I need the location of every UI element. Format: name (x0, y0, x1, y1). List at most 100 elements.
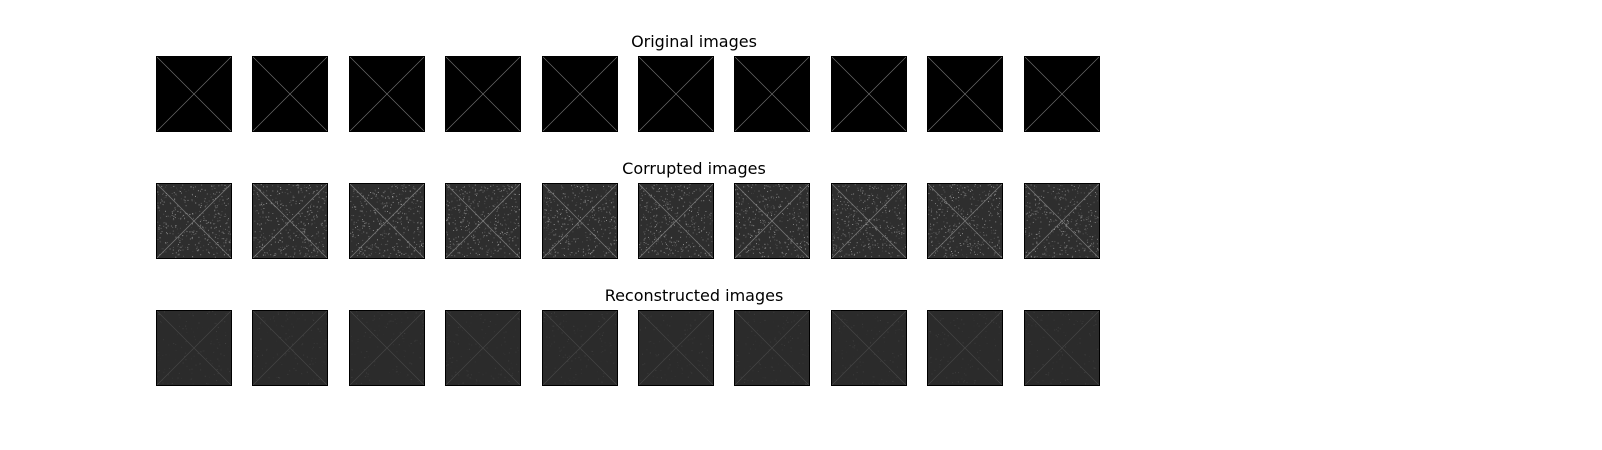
noise-pixel (260, 216, 262, 218)
noise-pixel (456, 334, 458, 336)
noise-pixel (843, 185, 845, 187)
noise-pixel (378, 325, 380, 327)
noise-pixel (678, 188, 680, 190)
noise-pixel (969, 208, 971, 210)
noise-pixel (373, 318, 375, 320)
noise-pixel (467, 370, 469, 372)
noise-pixel (359, 201, 361, 203)
noise-pixel (755, 184, 757, 186)
noise-pixel (204, 206, 206, 208)
noise-pixel (893, 192, 895, 194)
noise-pixel (869, 185, 871, 187)
noise-pixel (361, 318, 363, 319)
noise-pixel (447, 187, 449, 189)
noise-pixel (958, 208, 960, 210)
noise-pixel (976, 226, 978, 228)
noise-pixel (938, 208, 940, 210)
noise-pixel (964, 187, 966, 189)
noise-pixel (976, 224, 978, 226)
noise-pixel (667, 202, 669, 204)
noise-pixel (832, 240, 834, 241)
noise-pixel (753, 225, 755, 227)
noise-pixel (414, 256, 416, 258)
noise-pixel (161, 231, 163, 233)
noise-pixel (947, 210, 949, 212)
noise-pixel (602, 233, 604, 235)
noise-pixel (874, 203, 876, 205)
noise-pixel (285, 254, 287, 256)
image-tile-graphic (542, 311, 617, 385)
noise-pixel (1038, 232, 1040, 234)
noise-pixel (292, 312, 294, 314)
noise-pixel (185, 230, 187, 232)
noise-pixel (473, 236, 475, 238)
noise-pixel (384, 236, 386, 238)
noise-pixel (568, 235, 570, 237)
noise-pixel (965, 216, 967, 218)
noise-pixel (591, 215, 593, 216)
noise-pixel (419, 231, 421, 233)
noise-pixel (299, 317, 301, 319)
noise-pixel (1048, 255, 1050, 257)
noise-pixel (563, 224, 565, 226)
noise-pixel (787, 214, 789, 216)
noise-pixel (792, 235, 794, 237)
noise-pixel (321, 225, 323, 227)
noise-pixel (388, 202, 390, 204)
noise-pixel (1028, 252, 1030, 254)
noise-pixel (354, 236, 356, 238)
noise-pixel (272, 213, 274, 214)
noise-pixel (381, 256, 383, 258)
noise-pixel (470, 322, 472, 324)
noise-pixel (265, 254, 267, 256)
noise-pixel (281, 364, 283, 366)
noise-pixel (587, 245, 589, 247)
noise-pixel (373, 193, 375, 195)
noise-pixel (687, 194, 689, 195)
noise-pixel (982, 226, 984, 228)
noise-pixel (280, 249, 282, 251)
noise-pixel (1064, 251, 1066, 253)
noise-pixel (680, 256, 682, 258)
noise-pixel (689, 256, 691, 258)
noise-pixel (493, 253, 495, 254)
noise-pixel (481, 213, 483, 215)
noise-pixel (683, 244, 684, 246)
noise-pixel (313, 191, 315, 193)
noise-pixel (760, 221, 762, 223)
noise-pixel (843, 207, 845, 209)
noise-pixel (484, 215, 486, 217)
noise-pixel (841, 185, 843, 187)
noise-pixel (319, 241, 321, 243)
noise-pixel (998, 240, 1000, 242)
noise-pixel (379, 249, 381, 251)
noise-pixel (265, 203, 267, 205)
noise-pixel (615, 239, 617, 241)
noise-pixel (857, 187, 859, 189)
noise-pixel (609, 213, 611, 215)
noise-pixel (942, 209, 944, 211)
noise-pixel (549, 221, 551, 223)
noise-pixel (218, 200, 220, 202)
noise-pixel (313, 320, 315, 321)
noise-pixel (1042, 205, 1044, 207)
noise-pixel (259, 331, 261, 333)
noise-pixel (1065, 246, 1067, 248)
noise-pixel (739, 197, 741, 199)
noise-pixel (683, 216, 685, 218)
noise-pixel (644, 244, 646, 246)
noise-pixel (1038, 235, 1040, 237)
noise-pixel (192, 256, 194, 258)
noise-pixel (383, 230, 385, 232)
noise-pixel (838, 191, 840, 193)
noise-pixel (700, 256, 701, 258)
noise-pixel (486, 254, 488, 256)
noise-pixel (549, 318, 551, 320)
noise-pixel (403, 185, 405, 187)
noise-pixel (654, 234, 655, 236)
noise-pixel (647, 244, 649, 245)
noise-pixel (224, 188, 226, 189)
noise-pixel (215, 198, 216, 199)
noise-pixel (162, 379, 164, 381)
noise-pixel (493, 247, 495, 249)
